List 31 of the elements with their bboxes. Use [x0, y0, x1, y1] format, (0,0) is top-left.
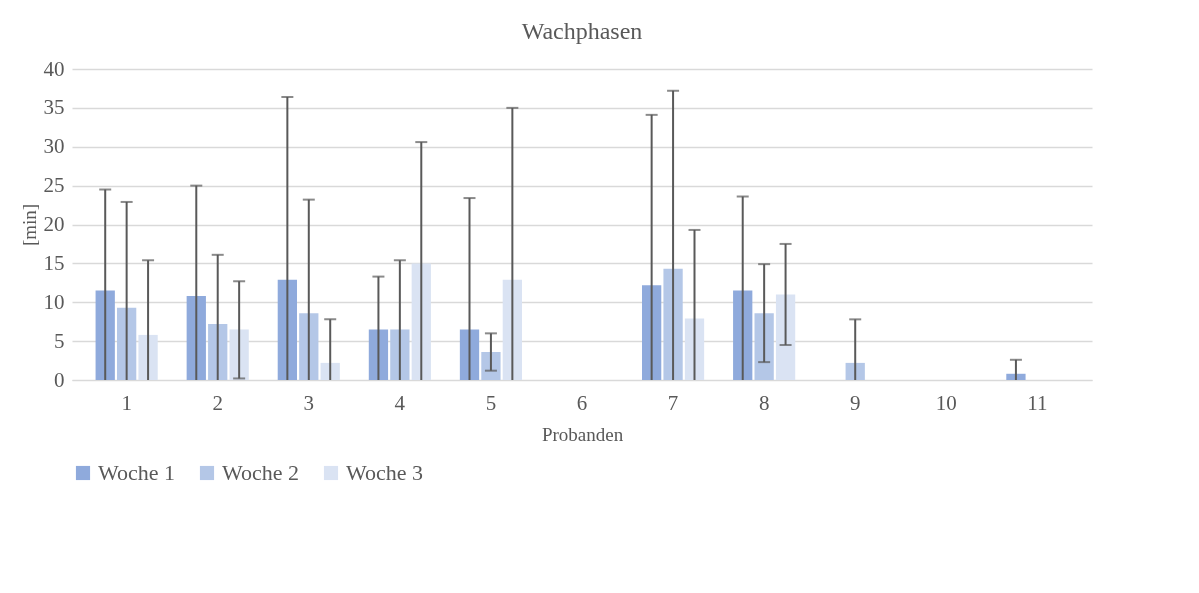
- x-tick-label: 3: [303, 390, 315, 415]
- bar: [754, 313, 774, 380]
- chart-title: Wachphasen: [521, 18, 643, 44]
- x-tick-label: 7: [667, 390, 679, 415]
- x-tick-label: 2: [212, 390, 223, 415]
- x-tick-label: 5: [485, 390, 497, 415]
- y-tick-label: 30: [43, 134, 65, 159]
- x-tick-label: 6: [576, 390, 588, 415]
- x-tick-label: 10: [935, 390, 957, 415]
- bar: [663, 268, 683, 380]
- bar: [138, 334, 158, 380]
- y-axis-title: [min]: [18, 203, 40, 247]
- y-tick-label: 0: [54, 367, 65, 392]
- y-tick-label: 40: [43, 56, 65, 81]
- x-tick-label: 11: [1027, 390, 1048, 415]
- x-axis-title: Probanden: [541, 423, 624, 445]
- y-tick-label: 25: [43, 173, 65, 198]
- x-tick-label: 1: [121, 390, 132, 415]
- y-tick-label: 35: [43, 95, 65, 120]
- y-tick-label: 15: [43, 250, 65, 275]
- y-tick-label: 10: [43, 289, 65, 314]
- y-tick-label: 20: [43, 212, 65, 236]
- x-tick-label: 4: [394, 390, 406, 415]
- legend-label: Woche 2: [222, 460, 300, 485]
- bar: [390, 329, 410, 380]
- bar: [775, 294, 796, 380]
- legend-label: Woche 3: [346, 460, 424, 485]
- x-tick-label: 9: [849, 390, 861, 415]
- legend-label: Woche 1: [98, 460, 176, 485]
- y-tick-label: 5: [54, 328, 65, 353]
- x-tick-label: 8: [758, 390, 770, 415]
